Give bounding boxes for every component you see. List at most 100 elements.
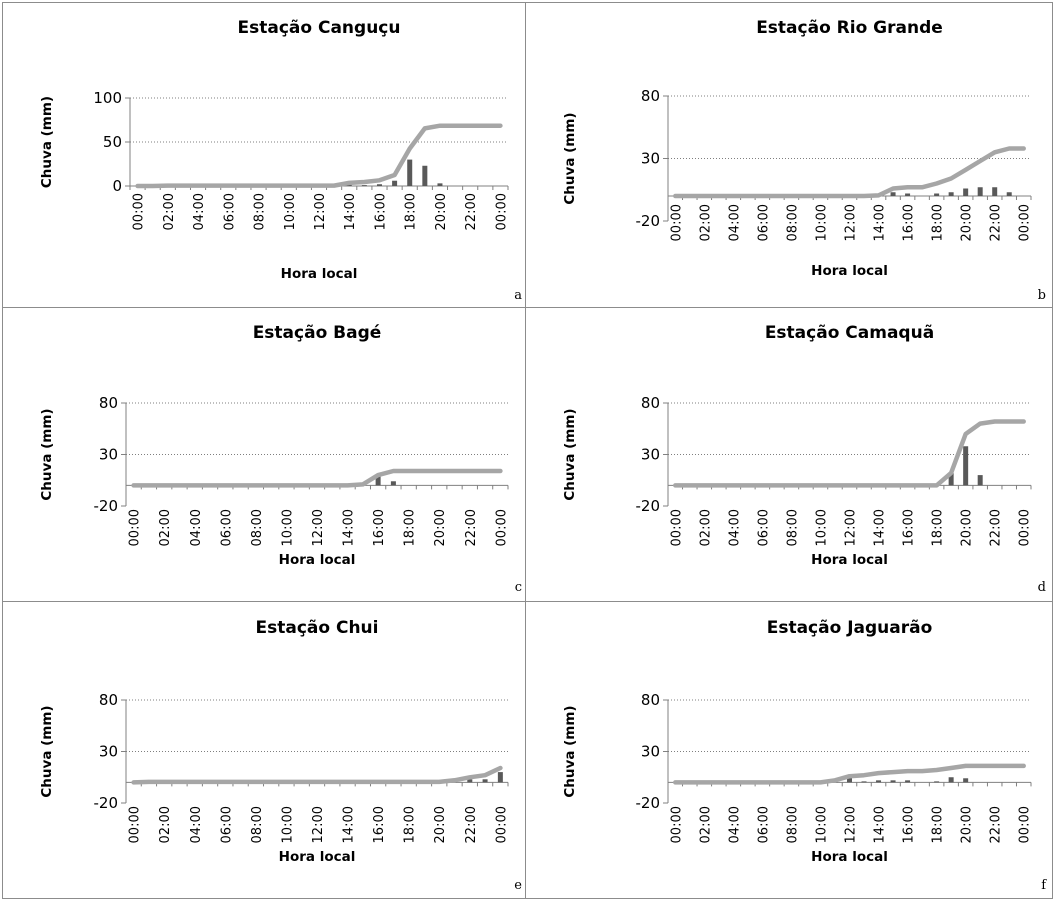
x-tick-label: 22:00 (464, 509, 479, 546)
x-tick-label: 22:00 (989, 509, 1004, 546)
x-tick-label: 10:00 (280, 509, 295, 546)
y-tick-label: 100 (93, 89, 122, 107)
chart-f-svg: Estação Jaguarão -20 30 80 00:00 02:00 04:00 06… (562, 618, 1047, 893)
x-axis-title: Hora local (811, 263, 888, 279)
rain-bar (467, 779, 473, 783)
cumulative-rain-line (131, 765, 503, 785)
x-tick-label: 12:00 (311, 806, 326, 843)
x-tick-label: 02:00 (162, 193, 177, 230)
y-tick-label: 30 (641, 446, 660, 464)
chart-title: Estação Camaquã (765, 323, 934, 343)
panel-letter: b (1038, 288, 1046, 303)
y-axis-title: Chuva (mm) (562, 112, 578, 204)
x-tick-label: 18:00 (403, 509, 418, 546)
x-tick-label: 16:00 (902, 806, 917, 843)
y-tick-label: 80 (99, 691, 118, 709)
x-tick-label: 22:00 (464, 806, 479, 843)
x-tick-label: 16:00 (372, 806, 387, 843)
y-tick-label: 50 (103, 133, 122, 151)
panel-letter: e (514, 878, 522, 893)
x-tick-label: 12:00 (844, 806, 859, 843)
rain-bar (977, 475, 983, 486)
x-tick-label: 04:00 (727, 806, 742, 843)
y-tick-label: 30 (641, 743, 660, 761)
y-tick-label: -20 (636, 497, 661, 515)
x-tick-label: 22:00 (989, 204, 1004, 241)
rain-bar (948, 777, 954, 783)
rain-bar (905, 193, 911, 196)
cumulative-rain-line (673, 419, 1026, 488)
x-tick-label: 12:00 (844, 204, 859, 241)
chart-panel-b: Estação Rio Grande -20 30 80 00:00 02:00 04:00… (525, 2, 1053, 309)
x-tick-label: 10:00 (814, 204, 829, 241)
x-tick-label: 08:00 (250, 806, 265, 843)
rain-bar (375, 475, 381, 486)
y-tick-label: -20 (636, 794, 661, 812)
y-axis-title: Chuva (mm) (562, 705, 578, 797)
chart-e-svg: Estação Chui -20 30 80 00:00 02:00 04:00 06:00 0… (39, 618, 522, 893)
rain-bar (963, 188, 969, 196)
rain-bar (861, 781, 867, 783)
chart-c-svg: Estação Bagé -20 30 80 00:00 02:00 04:00 06:00 0… (39, 323, 522, 595)
y-tick-label: 30 (99, 743, 118, 761)
x-tick-label: 18:00 (931, 806, 946, 843)
x-tick-label: 12:00 (311, 509, 326, 546)
rain-bar (977, 187, 983, 196)
x-tick-label: 00:00 (128, 509, 143, 546)
x-tick-label: 06:00 (222, 193, 237, 230)
x-tick-label: 08:00 (785, 509, 800, 546)
chart-panel-d: Estação Camaquã -20 30 80 00:00 02:00 04:00 06:… (525, 307, 1053, 603)
x-tick-label: 20:00 (960, 806, 975, 843)
y-tick-label: 80 (641, 691, 660, 709)
y-tick-label: 80 (99, 394, 118, 412)
x-tick-label: 06:00 (756, 806, 771, 843)
rain-bar (392, 180, 398, 186)
rain-bar (422, 165, 428, 186)
y-tick-label: -20 (94, 794, 119, 812)
panel-letter: d (1038, 580, 1046, 595)
x-tick-label: 14:00 (873, 806, 888, 843)
y-tick-label: 30 (99, 446, 118, 464)
rain-bar (948, 192, 954, 196)
rain-bar (905, 780, 911, 783)
x-tick-label: 06:00 (756, 509, 771, 546)
x-tick-label: 02:00 (698, 509, 713, 546)
x-tick-label: 00:00 (494, 193, 509, 230)
chart-title: Estação Chui (256, 618, 379, 638)
chart-title: Estação Rio Grande (756, 18, 943, 38)
x-tick-label: 14:00 (342, 509, 357, 546)
chart-panel-e: Estação Chui -20 30 80 00:00 02:00 04:00 06:00 0… (2, 601, 528, 899)
x-tick-label: 00:00 (494, 509, 509, 546)
panel-letter: c (515, 580, 522, 595)
y-axis-title: Chuva (mm) (39, 408, 55, 500)
rain-bar (948, 473, 954, 486)
rain-bar (390, 481, 396, 486)
y-tick-label: 80 (641, 394, 660, 412)
x-tick-label: 04:00 (727, 204, 742, 241)
x-tick-label: 04:00 (727, 509, 742, 546)
rain-bar (890, 780, 896, 783)
x-axis-title: Hora local (811, 552, 888, 568)
x-tick-label: 14:00 (342, 806, 357, 843)
x-tick-label: 02:00 (158, 509, 173, 546)
x-tick-label: 08:00 (250, 509, 265, 546)
x-tick-label: 22:00 (464, 193, 479, 230)
x-tick-label: 16:00 (373, 193, 388, 230)
x-tick-label: 04:00 (192, 193, 207, 230)
rain-bar (876, 780, 882, 783)
chart-title: Estação Canguçu (238, 18, 401, 38)
x-axis-title: Hora local (281, 266, 358, 282)
cumulative-rain-line (135, 123, 503, 189)
x-tick-label: 00:00 (1018, 509, 1033, 546)
x-axis-title: Hora local (279, 849, 356, 865)
panel-letter: a (514, 288, 522, 303)
y-tick-label: 30 (641, 150, 660, 168)
rain-bar (1006, 192, 1012, 196)
x-tick-label: 04:00 (189, 509, 204, 546)
y-tick-label: 80 (641, 87, 660, 105)
x-tick-label: 08:00 (785, 806, 800, 843)
x-tick-label: 00:00 (1018, 204, 1033, 241)
x-tick-label: 02:00 (698, 204, 713, 241)
x-axis-title: Hora local (811, 849, 888, 865)
panel-letter: f (1041, 878, 1047, 893)
